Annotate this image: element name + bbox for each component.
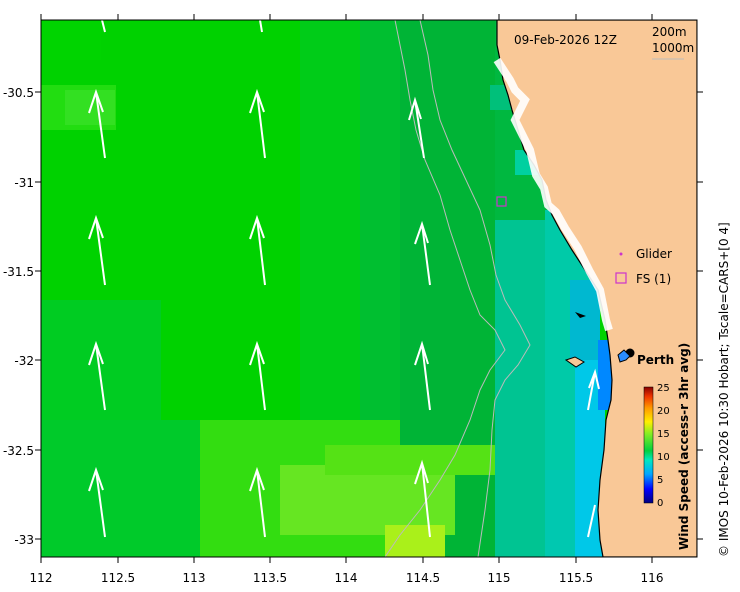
- colorbar-tick: 0: [657, 498, 663, 509]
- credit-text: © IMOS 10-Feb-2026 10:30 Hobart; Tscale=…: [717, 222, 731, 557]
- x-tick: 113: [183, 571, 206, 585]
- wind-arrow: [101, 20, 263, 33]
- x-tick: 116: [641, 571, 664, 585]
- glider-legend-icon: [619, 252, 623, 256]
- wind-arrow: [249, 88, 266, 159]
- wind-arrow: [88, 466, 106, 538]
- wind-arrow: [414, 459, 431, 538]
- wind-arrow: [587, 368, 600, 411]
- colorbar-tick: 20: [657, 406, 670, 417]
- wind-arrow: [88, 214, 106, 286]
- wind-arrow: [249, 466, 266, 538]
- wind-arrow: [249, 340, 266, 411]
- x-tick: 112: [30, 571, 53, 585]
- y-tick: -31.5: [3, 265, 34, 279]
- contour-label-200m: 200m: [652, 25, 687, 39]
- colorbar-tick: 10: [657, 452, 670, 463]
- x-tick: 115: [488, 571, 511, 585]
- x-tick: 115.5: [559, 571, 593, 585]
- colorbar: [643, 386, 654, 504]
- fs-legend-label: FS (1): [636, 272, 671, 286]
- wind-arrow: [408, 96, 425, 159]
- wind-arrow: [587, 504, 596, 538]
- date-label: 09-Feb-2026 12Z: [514, 33, 617, 47]
- x-tick: 113.5: [253, 571, 287, 585]
- colorbar-title: Wind Speed (access-r 3hr avg): [677, 343, 691, 550]
- city-label: Perth: [637, 353, 674, 367]
- y-tick: -32.5: [3, 444, 34, 458]
- wind-arrow: [249, 214, 266, 286]
- y-tick: -30.5: [3, 86, 34, 100]
- y-axis: -30.5 -31 -31.5 -32 -32.5 -33: [3, 86, 703, 547]
- y-tick: -32: [14, 354, 34, 368]
- wind-arrow: [414, 340, 431, 411]
- glider-legend-label: Glider: [636, 247, 672, 261]
- x-axis: 112 112.5 113 113.5 114 114.5 115 115.5 …: [30, 14, 664, 585]
- plot-area: Perth 09-Feb-2026 12Z 200m 1000m Glider …: [41, 20, 697, 557]
- wind-arrows: [88, 20, 600, 538]
- plot-frame: [40, 19, 698, 558]
- wind-arrow: [88, 340, 106, 411]
- x-tick: 114: [335, 571, 358, 585]
- wind-arrow: [414, 220, 431, 286]
- colorbar-tick: 15: [657, 429, 670, 440]
- colorbar-tick: 5: [657, 475, 663, 486]
- y-tick: -31: [14, 176, 34, 190]
- x-tick: 114.5: [406, 571, 440, 585]
- contour-label-1000m: 1000m: [652, 41, 694, 55]
- y-tick: -33: [14, 533, 34, 547]
- wind-arrow: [88, 88, 106, 159]
- colorbar-tick: 25: [657, 383, 670, 394]
- x-tick: 112.5: [101, 571, 135, 585]
- fs-marker: [496, 196, 507, 207]
- fs-legend-icon: [615, 272, 627, 284]
